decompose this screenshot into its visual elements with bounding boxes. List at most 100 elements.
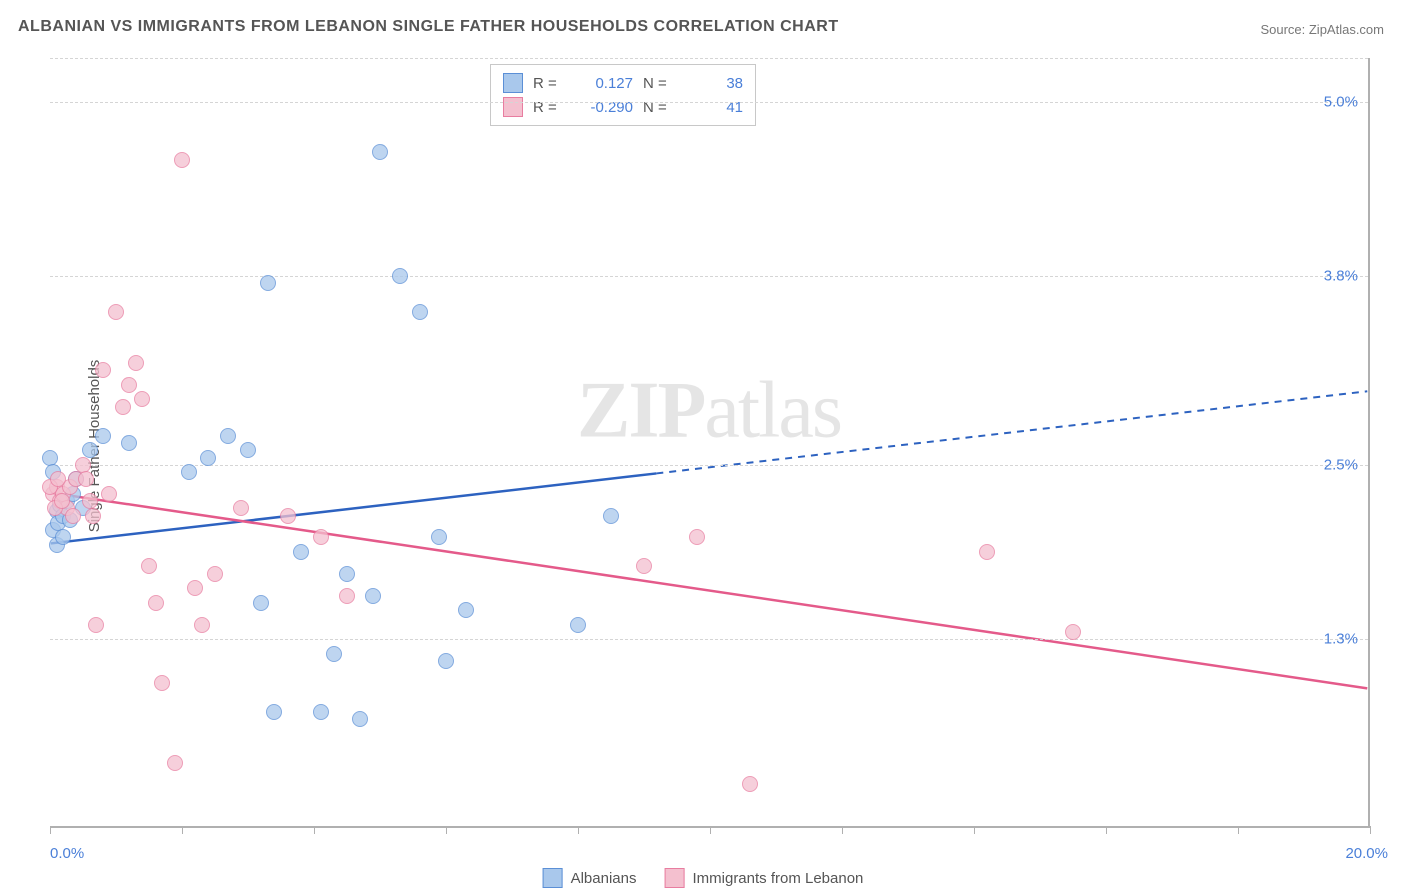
data-point [266,704,282,720]
data-point [326,646,342,662]
legend-label: Immigrants from Lebanon [692,870,863,887]
data-point [253,595,269,611]
data-point [115,399,131,415]
x-axis-min-label: 0.0% [50,845,84,862]
data-point [187,580,203,596]
data-point [240,442,256,458]
legend-item: Immigrants from Lebanon [664,868,863,888]
data-point [220,428,236,444]
data-point [85,508,101,524]
data-point [121,377,137,393]
x-tick [50,826,51,834]
correlation-legend: R = 0.127 N = 38 R =-0.290N =41 [490,64,756,126]
legend-swatch [503,73,523,93]
data-point [352,711,368,727]
data-point [689,529,705,545]
data-point [313,704,329,720]
data-point [260,275,276,291]
data-point [313,529,329,545]
data-point [412,304,428,320]
data-point [95,362,111,378]
gridline [50,102,1368,103]
y-tick-label: 5.0% [1324,93,1358,110]
data-point [431,529,447,545]
plot-area: ZIPatlas R = 0.127 N = 38 R =-0.290N =41 1.3… [50,58,1370,828]
data-point [75,457,91,473]
watermark-thin: atlas [704,367,841,455]
y-tick-label: 2.5% [1324,456,1358,473]
source-link[interactable]: ZipAtlas.com [1309,22,1384,37]
watermark-bold: ZIP [577,367,704,455]
data-point [148,595,164,611]
watermark: ZIPatlas [577,366,841,457]
legend-n-label: N = [643,75,673,92]
data-point [167,755,183,771]
data-point [200,450,216,466]
data-point [134,391,150,407]
data-point [95,428,111,444]
data-point [55,529,71,545]
data-point [42,450,58,466]
legend-r-label: R = [533,75,563,92]
data-point [141,558,157,574]
data-point [78,471,94,487]
data-point [280,508,296,524]
data-point [570,617,586,633]
data-point [392,268,408,284]
data-point [101,486,117,502]
data-point [365,588,381,604]
data-point [372,144,388,160]
legend-swatch [503,97,523,117]
legend-row: R =-0.290N =41 [503,95,743,119]
data-point [1065,624,1081,640]
data-point [458,602,474,618]
series-legend: Albanians Immigrants from Lebanon [543,868,864,888]
data-point [65,508,81,524]
data-point [293,544,309,560]
data-point [88,617,104,633]
data-point [108,304,124,320]
legend-r-value: 0.127 [573,75,633,92]
data-point [207,566,223,582]
y-tick-label: 3.8% [1324,267,1358,284]
x-tick [842,826,843,834]
x-tick [314,826,315,834]
data-point [603,508,619,524]
data-point [233,500,249,516]
x-tick [182,826,183,834]
gridline [50,639,1368,640]
gridline [50,58,1368,59]
data-point [50,471,66,487]
chart-title: ALBANIAN VS IMMIGRANTS FROM LEBANON SING… [18,18,839,36]
legend-item: Albanians [543,868,637,888]
data-point [128,355,144,371]
source-credit: Source: ZipAtlas.com [1260,22,1384,37]
legend-swatch [543,868,563,888]
x-axis-max-label: 20.0% [1345,845,1388,862]
gridline [50,276,1368,277]
data-point [339,588,355,604]
data-point [181,464,197,480]
data-point [194,617,210,633]
data-point [438,653,454,669]
data-point [636,558,652,574]
x-tick [578,826,579,834]
legend-swatch [664,868,684,888]
x-tick [446,826,447,834]
y-tick-label: 1.3% [1324,631,1358,648]
x-tick [1106,826,1107,834]
data-point [979,544,995,560]
data-point [54,493,70,509]
x-tick [974,826,975,834]
source-prefix: Source: [1260,22,1308,37]
legend-n-value: 38 [683,75,743,92]
data-point [121,435,137,451]
x-tick [1238,826,1239,834]
gridline [50,465,1368,466]
data-point [174,152,190,168]
legend-row: R = 0.127 N = 38 [503,71,743,95]
x-tick [1370,826,1371,834]
legend-label: Albanians [571,870,637,887]
data-point [82,493,98,509]
x-tick [710,826,711,834]
